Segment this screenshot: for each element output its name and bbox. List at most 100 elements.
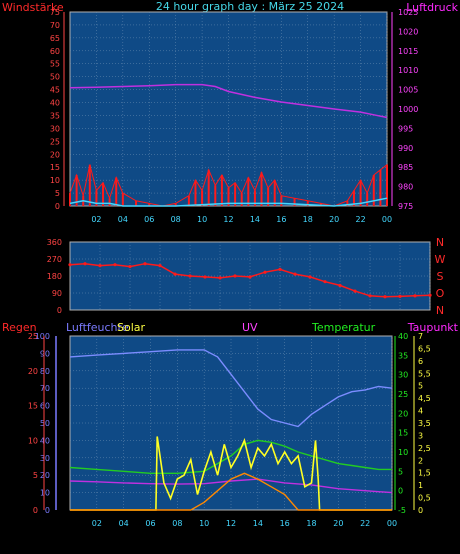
pressure-axis-tick-label: 980 bbox=[398, 183, 413, 192]
x-tick-label-3: 08 bbox=[172, 519, 182, 528]
uv-axis-tick-label: 6,5 bbox=[418, 344, 431, 353]
wind-direction-point bbox=[233, 274, 237, 278]
uv-axis-tick-label: 5,5 bbox=[418, 369, 431, 378]
wind-direction-point bbox=[98, 264, 102, 268]
wind-axis-tick-label: 45 bbox=[50, 86, 60, 95]
temperature-axis-tick-label: 35 bbox=[398, 351, 408, 360]
temperature-axis-tick-label: 25 bbox=[398, 390, 408, 399]
solar-series-line bbox=[70, 436, 392, 511]
x-tick-label-3: 20 bbox=[333, 519, 343, 528]
pressure-axis-tick-label: 1005 bbox=[398, 86, 418, 95]
x-tick-label-1: 02 bbox=[91, 215, 101, 224]
pressure-axis-tick-label: 985 bbox=[398, 163, 413, 172]
humidity-axis-tick-label: 100 bbox=[35, 332, 50, 341]
x-tick-label-1: 18 bbox=[303, 215, 313, 224]
temperature-axis-tick-label: 15 bbox=[398, 429, 408, 438]
wind-axis-tick-label: 25 bbox=[50, 137, 60, 146]
direction-axis-tick-label: 180 bbox=[47, 272, 62, 281]
temperature-label: Temperatur bbox=[311, 321, 376, 334]
wind-axis-tick-label: 5 bbox=[55, 189, 60, 198]
wind-direction-point bbox=[383, 295, 387, 299]
pressure-series-line bbox=[69, 83, 388, 119]
uv-axis-tick-label: 0 bbox=[418, 506, 423, 515]
uv-axis-tick-label: 4,5 bbox=[418, 394, 431, 403]
x-tick-label-3: 14 bbox=[253, 519, 263, 528]
wind-axis-tick-label: 30 bbox=[50, 124, 60, 133]
x-tick-label-3: 06 bbox=[145, 519, 155, 528]
wind-axis-tick-label: 65 bbox=[50, 34, 60, 43]
rain-label: Regen bbox=[2, 321, 37, 334]
wind-direction-point bbox=[353, 289, 357, 293]
wind-axis-tick-label: 0 bbox=[55, 202, 60, 211]
wind-direction-point bbox=[248, 275, 252, 279]
humidity-axis-tick-label: 30 bbox=[40, 454, 50, 463]
rain-axis-tick-label: 5 bbox=[33, 471, 38, 480]
wind-direction-point bbox=[143, 262, 147, 266]
temperature-axis-tick-label: 5 bbox=[398, 467, 403, 476]
humidity-axis-tick-label: 60 bbox=[40, 402, 50, 411]
humidity-axis-tick-label: 90 bbox=[40, 349, 50, 358]
uv-axis-tick-label: 5 bbox=[418, 382, 423, 391]
rain-axis-tick-label: 25 bbox=[28, 332, 38, 341]
uv-axis-tick-label: 2,5 bbox=[418, 444, 431, 453]
temperature-axis-tick-label: 20 bbox=[398, 409, 408, 418]
wind-axis-tick-label: 50 bbox=[50, 73, 60, 82]
wind-direction-point bbox=[308, 275, 312, 279]
uv-axis-tick-label: 2 bbox=[418, 456, 423, 465]
wind-direction-point bbox=[428, 293, 432, 297]
uv-axis-tick-label: 3 bbox=[418, 431, 423, 440]
wind-direction-point bbox=[158, 264, 162, 268]
temperatur-series-line bbox=[69, 439, 392, 474]
wind-speed-series-line bbox=[69, 164, 388, 207]
rain-axis-tick-label: 15 bbox=[28, 402, 38, 411]
pressure-axis-tick-label: 995 bbox=[398, 124, 413, 133]
temperature-axis-tick-label: 40 bbox=[398, 332, 408, 341]
humidity-label: Luftfeuchte bbox=[66, 321, 129, 334]
solar-label: Solar bbox=[117, 321, 146, 334]
x-tick-label-1: 22 bbox=[355, 215, 365, 224]
x-tick-label-3: 00 bbox=[387, 519, 397, 528]
direction-compass-label: O bbox=[436, 287, 445, 300]
pressure-axis-tick-label: 975 bbox=[398, 202, 413, 211]
uv-axis-tick-label: 1,5 bbox=[418, 469, 431, 478]
pressure-axis-tick-label: 1015 bbox=[398, 47, 418, 56]
temperature-axis-tick-label: 30 bbox=[398, 371, 408, 380]
uv-axis-tick-label: 4 bbox=[418, 407, 423, 416]
wind-direction-point bbox=[188, 274, 192, 278]
wind-average-series-line bbox=[69, 197, 388, 207]
wind-axis-tick-label: 70 bbox=[50, 21, 60, 30]
x-tick-label-3: 04 bbox=[119, 519, 129, 528]
x-tick-label-1: 06 bbox=[144, 215, 154, 224]
rain-axis-tick-label: 10 bbox=[28, 436, 38, 445]
x-tick-label-3: 18 bbox=[306, 519, 316, 528]
pressure-label: Luftdruck bbox=[406, 1, 458, 14]
wind-axis-tick-label: 10 bbox=[50, 176, 60, 185]
pressure-axis-tick-label: 1025 bbox=[398, 8, 418, 17]
uv-label: UV bbox=[242, 321, 258, 334]
rain-axis-tick-label: 0 bbox=[33, 506, 38, 515]
direction-compass-label: N bbox=[436, 304, 444, 317]
dewpoint-label: Taupunkt bbox=[407, 321, 459, 334]
temperature-axis-tick-label: 0 bbox=[398, 487, 403, 496]
taupunkt-series-line bbox=[69, 478, 393, 494]
x-tick-label-1: 08 bbox=[171, 215, 181, 224]
direction-compass-label: S bbox=[437, 270, 444, 283]
uv-axis-tick-label: 7 bbox=[418, 332, 423, 341]
wind-direction-point bbox=[83, 262, 87, 266]
wind-axis-tick-label: 60 bbox=[50, 47, 60, 56]
wind-direction-point bbox=[218, 276, 222, 280]
uv-axis-tick-label: 0,5 bbox=[418, 494, 431, 503]
humidity-axis-tick-label: 70 bbox=[40, 384, 50, 393]
wind-direction-point bbox=[203, 275, 207, 279]
humidity-axis-tick-label: 20 bbox=[40, 471, 50, 480]
x-tick-label-1: 14 bbox=[250, 215, 260, 224]
wind-axis-tick-label: 15 bbox=[50, 163, 60, 172]
x-tick-label-1: 04 bbox=[118, 215, 128, 224]
x-tick-label-1: 12 bbox=[223, 215, 233, 224]
wind-direction-point bbox=[68, 263, 72, 267]
humidity-axis-tick-label: 10 bbox=[40, 489, 50, 498]
pressure-axis-tick-label: 1010 bbox=[398, 66, 418, 75]
wind-direction-point bbox=[368, 294, 372, 298]
